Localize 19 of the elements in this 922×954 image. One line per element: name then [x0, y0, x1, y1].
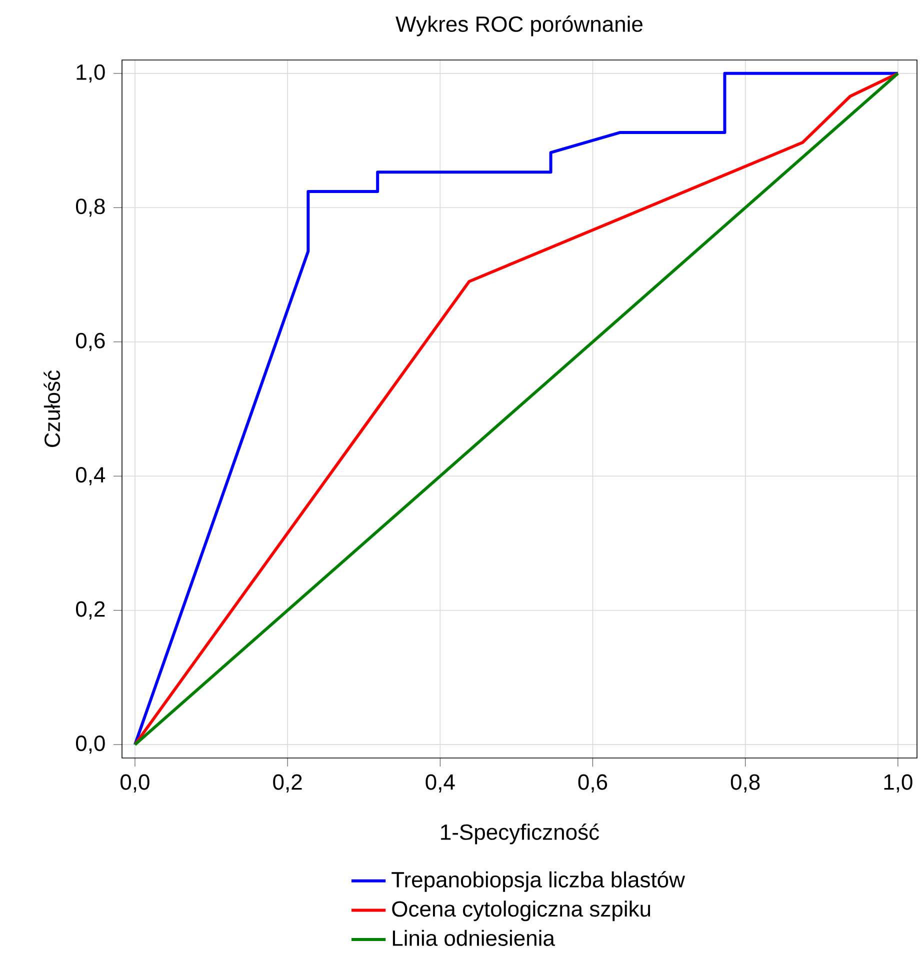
legend-label: Linia odniesienia: [392, 930, 555, 946]
y-axis-title: Czułość: [44, 370, 60, 447]
y-tick-label: 0,6: [76, 332, 105, 351]
line-series: [133, 72, 900, 746]
x-tick-label: 0,4: [426, 774, 455, 792]
legend-label: Trepanobiopsja liczba blastów: [392, 871, 685, 892]
chart-title: Wykres ROC porównanie: [396, 16, 642, 36]
y-tick-label: 1,0: [76, 64, 105, 83]
x-tick-label: 1,0: [884, 774, 912, 792]
x-tick-label: 0,6: [578, 774, 608, 792]
x-axis-title: 1-Specyficzność: [441, 824, 599, 844]
x-tick-label: 0,2: [273, 774, 302, 792]
x-tick-label: 0,0: [120, 774, 150, 792]
legend-label: Ocena cytologiczna szpiku: [392, 900, 650, 922]
y-tick-label: 0,8: [76, 198, 105, 217]
x-tick-label: 0,8: [730, 774, 760, 792]
y-tick-label: 0,4: [76, 467, 106, 486]
y-tick-label: 0,2: [76, 601, 105, 620]
y-tick-label: 0,0: [76, 736, 105, 754]
